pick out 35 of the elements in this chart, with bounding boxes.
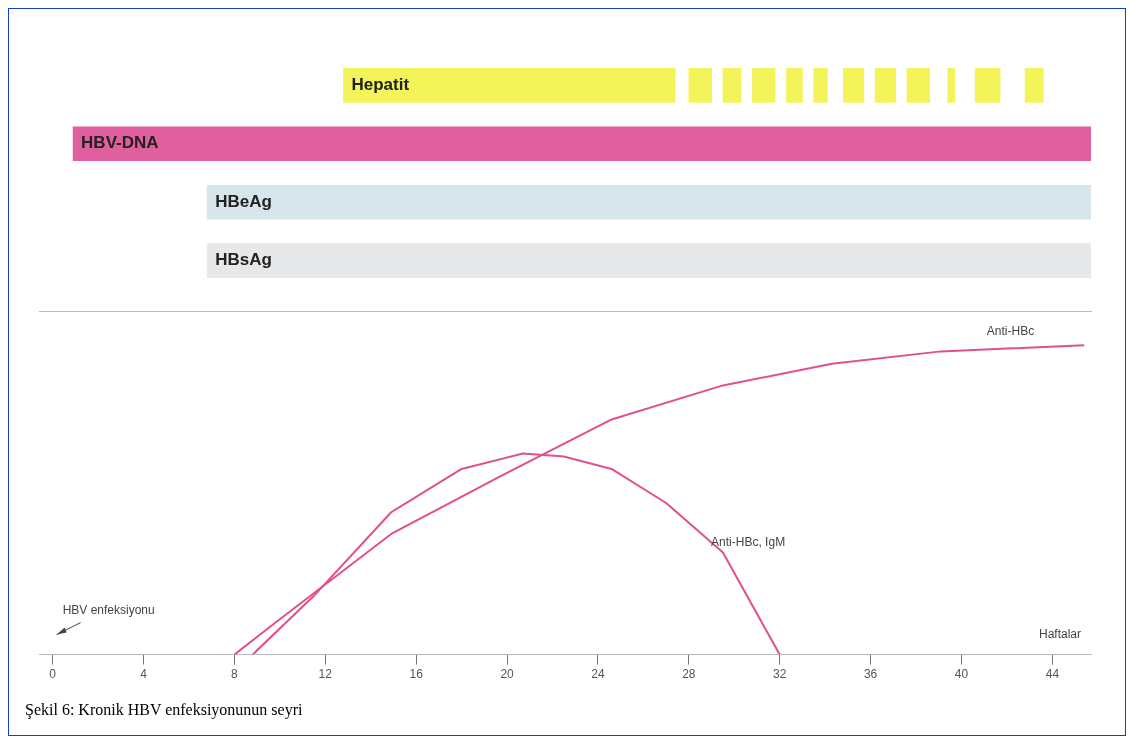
- bar: [786, 68, 803, 103]
- bar: [752, 68, 776, 103]
- x-tick-label: 36: [863, 667, 878, 682]
- x-tick-label: 16: [409, 667, 424, 682]
- annotation: HBV enfeksiyonu: [62, 602, 155, 617]
- x-tick-label: 8: [231, 667, 239, 682]
- x-axis-title: Haftalar: [1038, 626, 1081, 641]
- bar: [688, 68, 712, 103]
- bar: [722, 68, 742, 103]
- bar: [72, 126, 1091, 162]
- y-tick-label: HBsAg: [215, 250, 272, 270]
- x-tick-label: 40: [954, 667, 969, 682]
- bar: [947, 68, 955, 103]
- x-tick-label: 0: [49, 667, 57, 682]
- y-tick-label: HBV-DNA: [81, 133, 159, 153]
- bar: [906, 68, 931, 103]
- bar: [206, 184, 1091, 220]
- text: Şekil 6: Kronik HBV enfeksiyonunun seyri: [24, 700, 304, 721]
- x-tick-label: 4: [140, 667, 148, 682]
- x-tick-label: 20: [500, 667, 515, 682]
- bar: [974, 68, 1001, 103]
- x-tick-label: 24: [591, 667, 605, 682]
- bar: [1024, 68, 1044, 103]
- bar: [874, 68, 896, 103]
- y-tick-label: Hepatit: [351, 75, 410, 95]
- bar: [206, 243, 1091, 278]
- x-tick-label: 44: [1045, 667, 1060, 682]
- bar: [813, 68, 828, 103]
- series-label: Anti-HBc, IgM: [711, 535, 786, 550]
- series-label: Anti-HBc: [986, 323, 1035, 338]
- x-tick-label: 28: [682, 667, 696, 682]
- bar: [843, 68, 865, 103]
- y-tick-label: HBeAg: [215, 191, 272, 211]
- x-tick-label: 32: [773, 667, 787, 682]
- x-tick-label: 12: [318, 667, 333, 682]
